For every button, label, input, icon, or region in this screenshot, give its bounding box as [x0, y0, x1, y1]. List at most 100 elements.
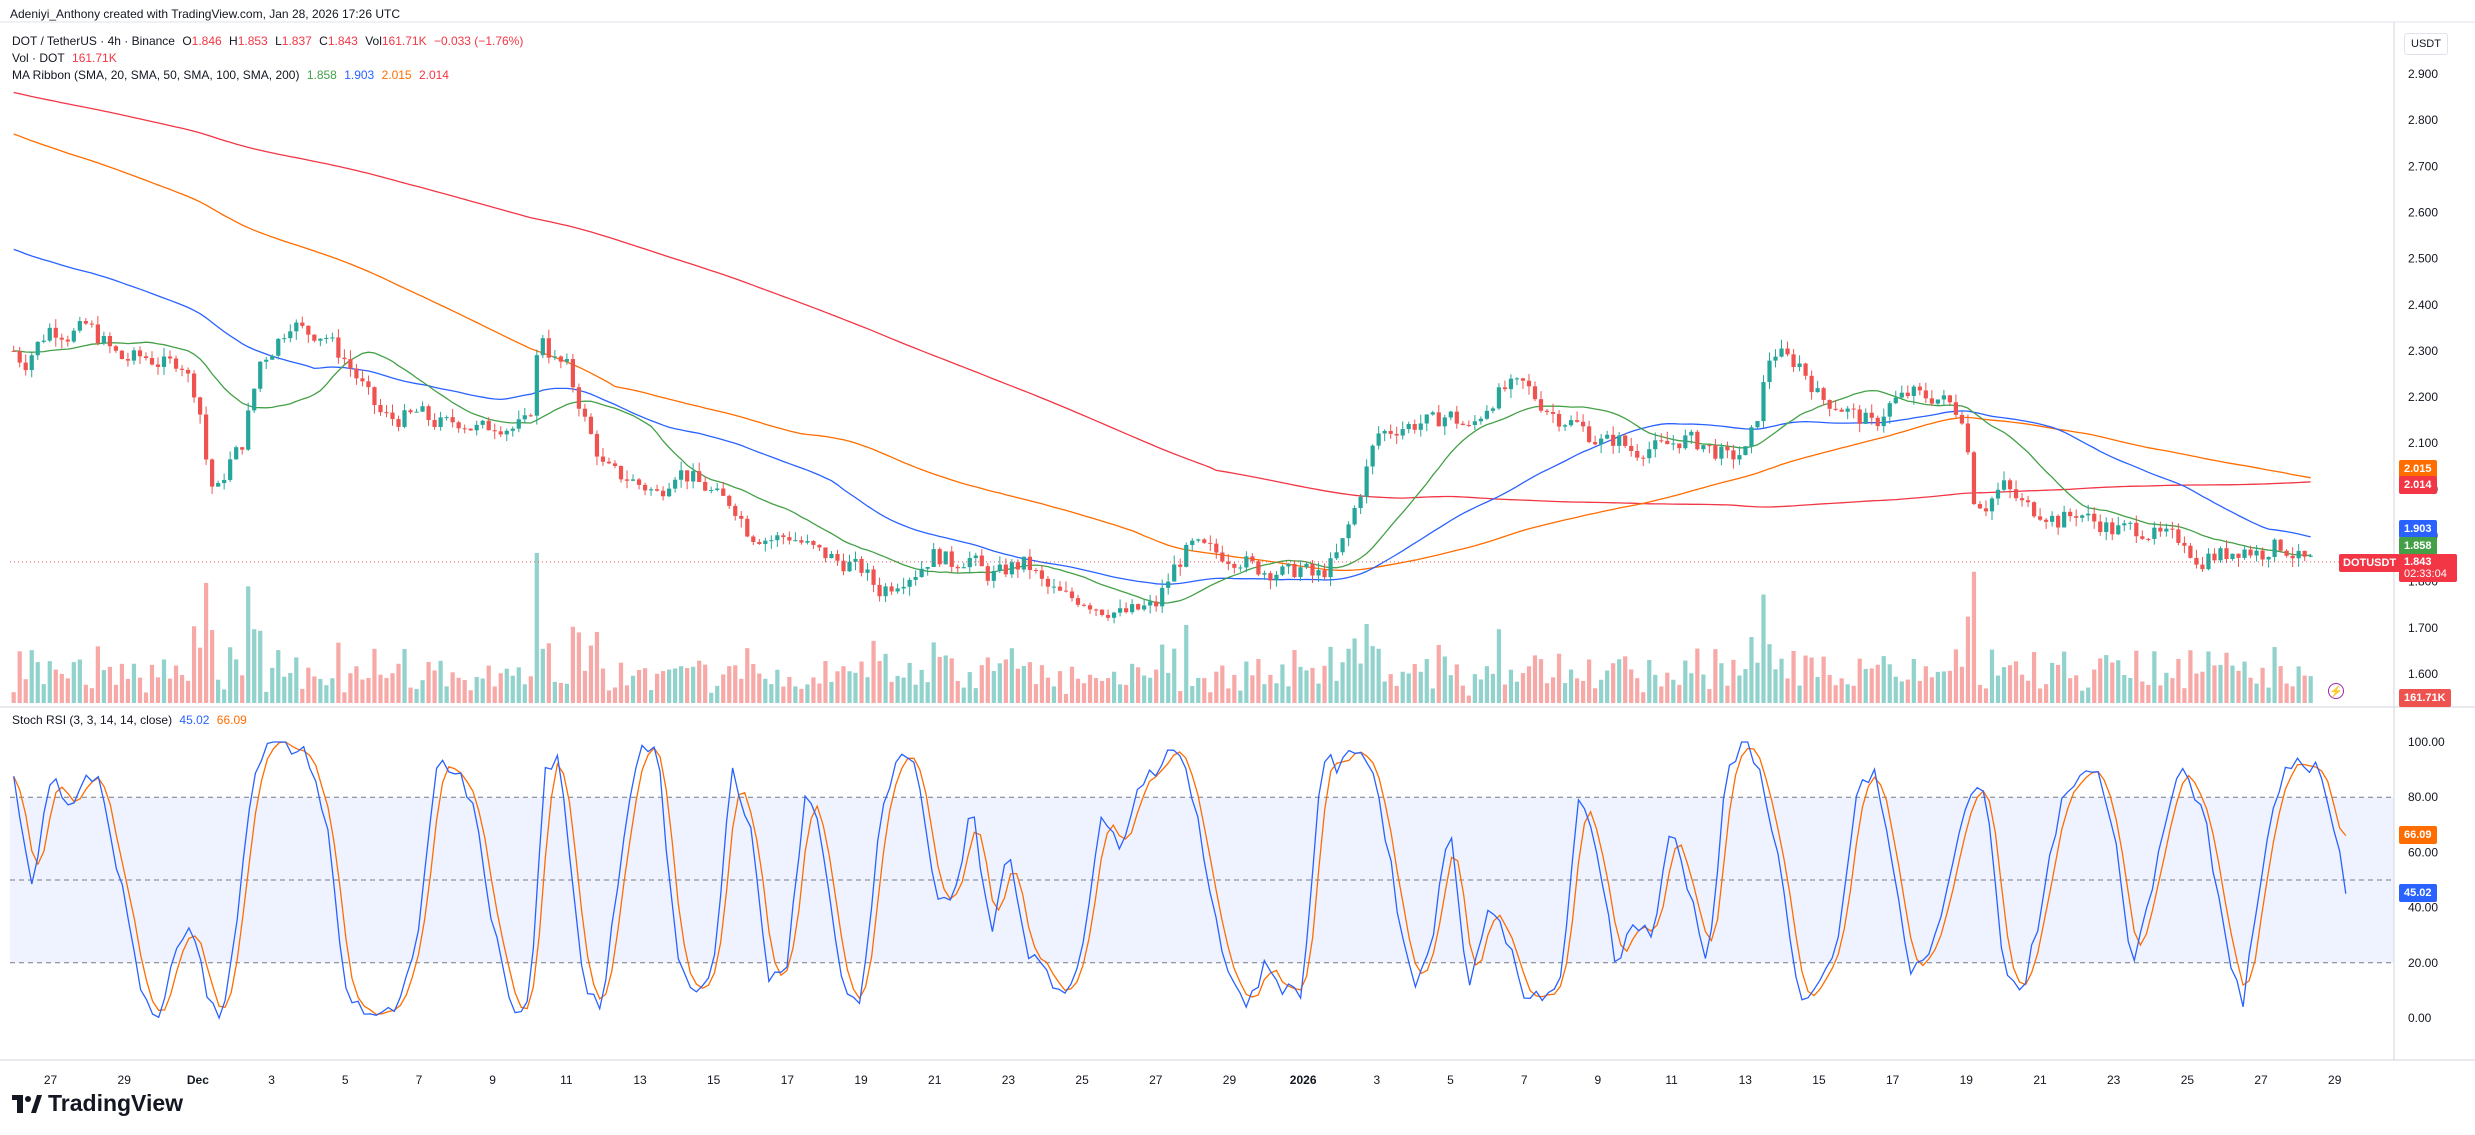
volume-bar — [2230, 665, 2235, 703]
candle-body — [1202, 539, 1207, 543]
candle-body — [1605, 434, 1610, 439]
candle-body — [1310, 563, 1315, 576]
volume-bar — [1641, 692, 1646, 703]
lightning-icon[interactable]: ⚡ — [2328, 683, 2344, 699]
candle-body — [2218, 548, 2223, 561]
volume-bar — [1983, 688, 1989, 703]
candle-body — [540, 338, 545, 356]
candle-body — [282, 338, 287, 340]
candle-body — [895, 588, 900, 592]
volume-bar — [1154, 669, 1159, 703]
candle-body — [2194, 557, 2199, 565]
volume-bar — [745, 648, 750, 703]
volume-bar — [29, 650, 34, 703]
candle-body — [1935, 399, 1940, 404]
candle-body — [1454, 411, 1459, 424]
candle-body — [300, 322, 305, 326]
volume-legend[interactable]: Vol · DOT 161.71K — [12, 51, 121, 65]
candle-body — [715, 488, 720, 491]
volume-bar — [480, 678, 485, 703]
volume-bar — [119, 663, 125, 703]
volume-bar — [2001, 667, 2007, 703]
volume-bar — [1737, 675, 1742, 703]
volume-bar — [420, 680, 425, 703]
candle-body — [2224, 548, 2229, 560]
volume-bar — [2242, 661, 2247, 703]
stoch-k-value: 45.02 — [179, 713, 210, 727]
candle-body — [2158, 527, 2163, 532]
volume-bar — [2122, 674, 2127, 703]
candle-body — [1478, 418, 1483, 422]
candle-body — [1641, 457, 1646, 459]
price-tick-label: 2.800 — [2408, 113, 2438, 127]
volume-bar — [1562, 683, 1568, 703]
candle-body — [1292, 563, 1297, 577]
volume-bar — [53, 669, 58, 703]
volume-bar — [47, 661, 52, 703]
candle-body — [913, 576, 918, 580]
candle-body — [600, 456, 606, 462]
tradingview-logo[interactable]: TradingView — [12, 1090, 183, 1117]
volume-bar — [456, 677, 461, 703]
candle-body — [883, 586, 888, 597]
volume-bar — [1274, 683, 1279, 703]
stoch-rsi-label: Stoch RSI (3, 3, 14, 14, close) — [12, 713, 173, 727]
volume-bar — [101, 670, 106, 703]
volume-bar — [991, 670, 996, 703]
candle-body — [516, 419, 521, 429]
volume-bar — [234, 659, 239, 703]
candle-body — [426, 406, 431, 420]
candle-body — [751, 536, 756, 542]
volume-bar — [1779, 658, 1784, 703]
volume-bar — [2302, 675, 2307, 703]
candle-body — [534, 355, 539, 416]
volume-bar — [811, 677, 816, 703]
ma100-price-tag: 2.015 — [2399, 460, 2437, 478]
currency-button[interactable]: USDT — [2404, 33, 2448, 55]
volume-bar — [336, 642, 341, 703]
volume-bar — [2266, 687, 2271, 703]
volume-bar — [1911, 658, 1916, 703]
candle-body — [2128, 522, 2133, 524]
candle-body — [191, 373, 197, 398]
candle-body — [1911, 386, 1916, 396]
volume-bar — [468, 690, 473, 703]
candle-body — [1502, 387, 1508, 390]
candle-body — [216, 483, 221, 487]
volume-bar — [697, 660, 702, 703]
ma-ribbon-legend[interactable]: MA Ribbon (SMA, 20, SMA, 50, SMA, 100, S… — [12, 68, 453, 82]
candle-body — [210, 459, 215, 487]
volume-bar — [552, 681, 557, 703]
candle-body — [1124, 608, 1129, 613]
candle-body — [1520, 378, 1526, 381]
candle-body — [1190, 540, 1195, 545]
candle-body — [2062, 511, 2067, 528]
stoch-rsi-legend[interactable]: Stoch RSI (3, 3, 14, 14, close) 45.02 66… — [12, 713, 251, 727]
price-tick-label: 2.500 — [2408, 252, 2438, 266]
volume-bar — [540, 648, 545, 703]
volume-bar — [943, 655, 948, 703]
volume-bar — [727, 666, 732, 703]
volume-bar — [1364, 623, 1369, 703]
volume-bar — [2152, 651, 2157, 703]
volume-bar — [2206, 651, 2211, 703]
symbol-legend[interactable]: DOT / TetherUS · 4h · Binance O1.846 H1.… — [12, 34, 527, 48]
volume-bar — [955, 680, 960, 703]
candle-body — [1316, 570, 1321, 576]
volume-bar — [1683, 660, 1688, 703]
volume-bar — [2104, 655, 2109, 703]
time-tick-label: 7 — [1521, 1073, 1528, 1087]
candle-body — [1683, 435, 1688, 449]
candle-body — [2116, 525, 2121, 535]
volume-bar — [2068, 678, 2073, 703]
volume-bar — [246, 586, 251, 703]
candle-body — [1370, 445, 1375, 467]
volume-bar — [1460, 685, 1465, 703]
volume-bar — [985, 657, 990, 703]
volume-bar — [2278, 666, 2283, 703]
candle-body — [2230, 553, 2235, 560]
candle-body — [1611, 434, 1616, 446]
candle-body — [1256, 561, 1261, 575]
volume-bar — [1574, 678, 1580, 703]
candle-body — [2025, 500, 2031, 503]
